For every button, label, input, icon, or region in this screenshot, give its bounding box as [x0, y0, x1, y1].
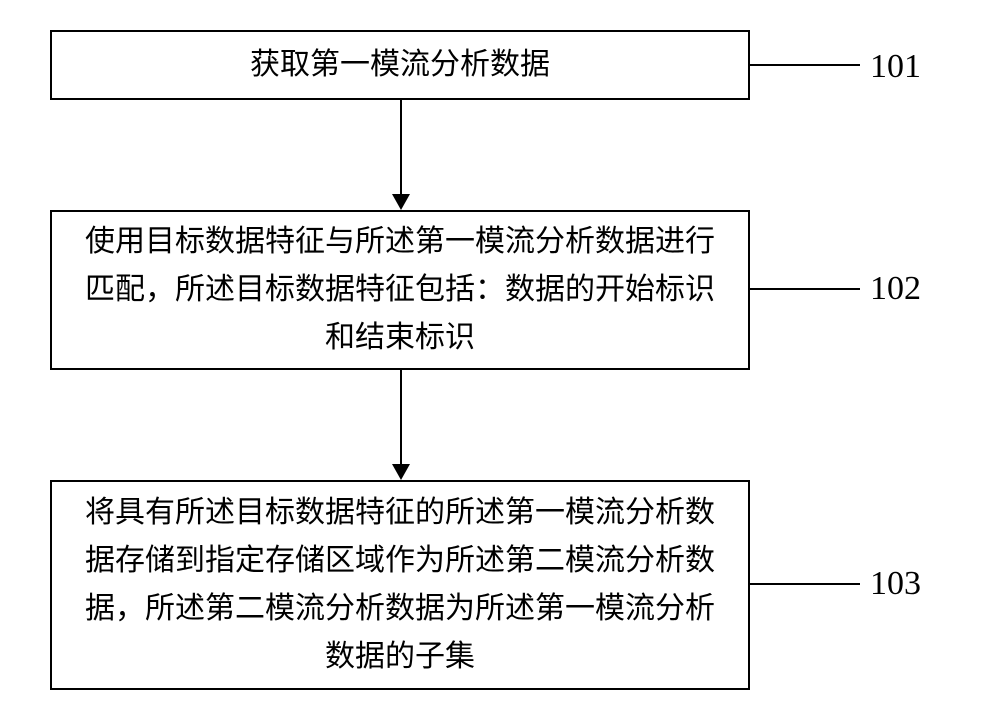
arrow-1-2 — [400, 100, 402, 210]
arrow-head-icon — [392, 194, 410, 210]
flow-label-1: 101 — [870, 48, 921, 86]
flow-node-1-text: 获取第一模流分析数据 — [250, 41, 550, 89]
connector-3 — [750, 583, 860, 585]
flow-node-3: 将具有所述目标数据特征的所述第一模流分析数据存储到指定存储区域作为所述第二模流分… — [50, 480, 750, 690]
flow-label-3: 103 — [870, 565, 921, 603]
connector-2 — [750, 288, 860, 290]
flow-node-3-text: 将具有所述目标数据特征的所述第一模流分析数据存储到指定存储区域作为所述第二模流分… — [72, 489, 728, 681]
arrow-line-icon — [400, 370, 402, 464]
flow-label-2: 102 — [870, 270, 921, 308]
arrow-head-icon — [392, 464, 410, 480]
flow-node-1: 获取第一模流分析数据 — [50, 30, 750, 100]
arrow-line-icon — [400, 100, 402, 194]
flow-node-2-text: 使用目标数据特征与所述第一模流分析数据进行匹配，所述目标数据特征包括：数据的开始… — [72, 218, 728, 362]
connector-1 — [750, 64, 860, 66]
flow-node-2: 使用目标数据特征与所述第一模流分析数据进行匹配，所述目标数据特征包括：数据的开始… — [50, 210, 750, 370]
arrow-2-3 — [400, 370, 402, 480]
